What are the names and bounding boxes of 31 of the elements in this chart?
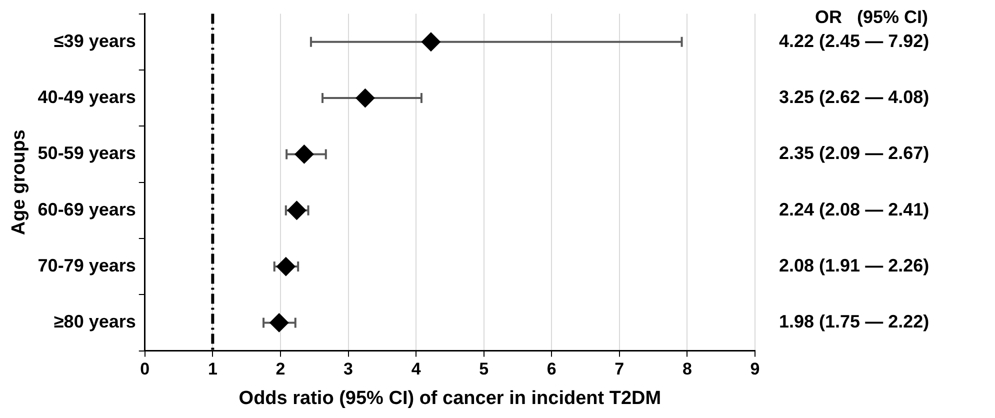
data-label: 2.24 (2.08 — 2.41) xyxy=(779,199,930,220)
y-tick-label: 40-49 years xyxy=(38,87,136,108)
y-tick-label: 70-79 years xyxy=(38,256,136,276)
point xyxy=(294,144,314,164)
x-tick-label: 9 xyxy=(750,360,760,379)
x-tick-label: 1 xyxy=(208,360,218,379)
point xyxy=(276,257,296,276)
x-tick-label: 5 xyxy=(479,360,489,379)
x-tick-label: 7 xyxy=(614,360,624,379)
y-tick-label: ≤39 years xyxy=(54,30,136,51)
point xyxy=(421,32,440,52)
point xyxy=(356,88,375,108)
point xyxy=(270,313,289,332)
data-label: 1.98 (1.75 — 2.22) xyxy=(779,312,930,332)
x-tick-label: 6 xyxy=(546,360,556,379)
text: OR (95% CI) xyxy=(815,6,928,27)
x-tick-label: 4 xyxy=(411,360,422,379)
y-tick-label: ≥80 years xyxy=(54,312,136,332)
data-label: 2.08 (1.91 — 2.26) xyxy=(779,256,930,276)
x-tick-label: 0 xyxy=(140,360,150,379)
x-tick-label: 8 xyxy=(682,360,692,379)
data-label: 2.35 (2.09 — 2.67) xyxy=(779,143,930,164)
x-tick-label: 3 xyxy=(344,360,353,379)
x-axis-title: Odds ratio (95% CI) of cancer in incident T2DM xyxy=(238,388,662,409)
data-label: 3.25 (2.62 — 4.08) xyxy=(779,87,930,108)
y-axis-title: Age groups xyxy=(8,130,30,236)
point xyxy=(287,200,306,220)
y-tick-label: 60-69 years xyxy=(38,199,136,220)
data-label: 4.22 (2.45 — 7.92) xyxy=(779,30,930,51)
x-tick-label: 2 xyxy=(276,360,286,379)
y-tick-label: 50-59 years xyxy=(38,143,136,164)
